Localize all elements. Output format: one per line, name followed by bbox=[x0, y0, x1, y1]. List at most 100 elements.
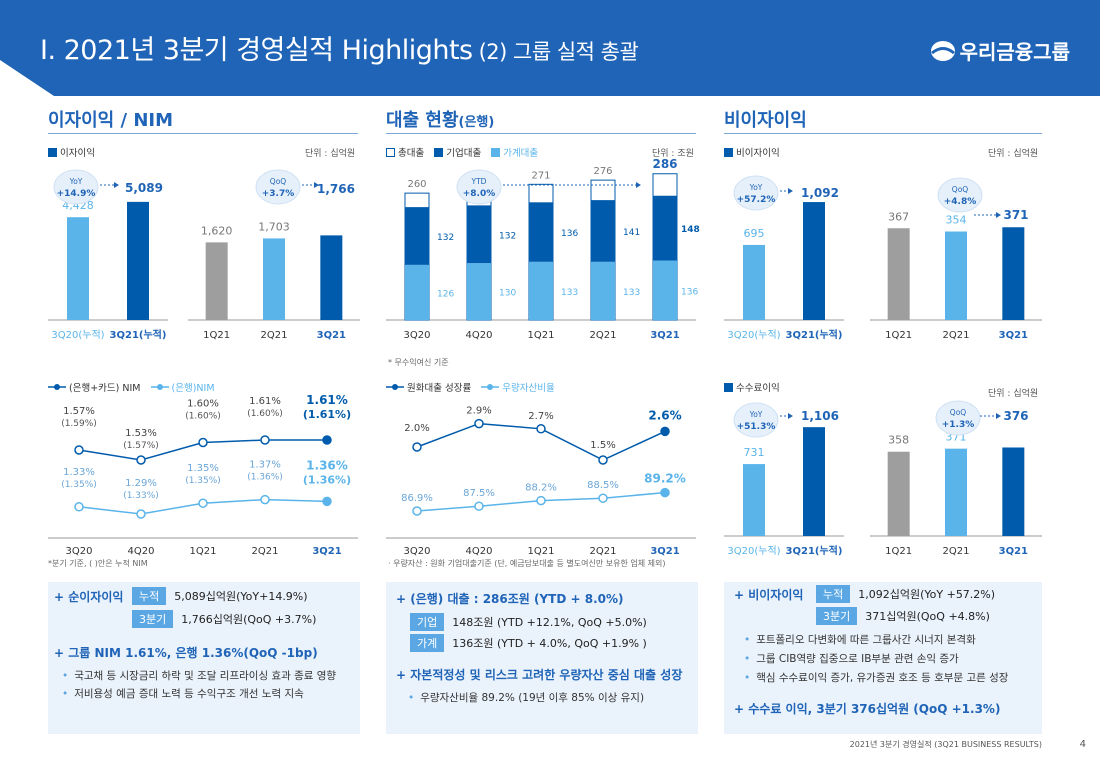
legend-swatch bbox=[386, 148, 395, 157]
qoq-badge bbox=[937, 177, 983, 213]
tick-label: 3Q21 bbox=[999, 330, 1028, 341]
point-label: 87.5% bbox=[463, 488, 495, 499]
tick-label: 1Q21 bbox=[885, 330, 912, 341]
bar-3Q21(누적) bbox=[127, 201, 149, 320]
tick-label: 2Q21 bbox=[252, 546, 279, 557]
summary-loans: + (은행) 대출 : 286조원 (YTD + 8.0%) 기업 148조원 (… bbox=[386, 582, 698, 734]
chart-noninterest-quarterly: 367 1Q21 354 2Q21 3Q21 371 QoQ +4.8% bbox=[870, 177, 1042, 341]
point-sublabel: (1.59%) bbox=[61, 419, 97, 429]
point-0-0 bbox=[74, 445, 84, 455]
qoq-badge-label: QoQ bbox=[270, 177, 286, 186]
bar-3Q20(누적) bbox=[743, 464, 765, 536]
point-0-2 bbox=[198, 437, 208, 448]
ytd-badge-value: +8.0% bbox=[463, 189, 496, 199]
point-label: 2.9% bbox=[466, 406, 491, 417]
point-sublabel: (1.57%) bbox=[123, 441, 159, 451]
point-label: 1.36% bbox=[306, 458, 348, 472]
qoq-badge-value: +3.7% bbox=[262, 189, 295, 199]
bar-3Q21(누적) bbox=[803, 202, 825, 320]
header-corner-cut bbox=[0, 60, 60, 100]
value-label: 731 bbox=[744, 446, 765, 459]
legend-nim: (은행+카드) NIM (은행)NIM bbox=[48, 380, 215, 394]
tick-label: 3Q21 bbox=[999, 546, 1028, 557]
corporate-label: 136 bbox=[561, 229, 578, 239]
qoq-arrow-head bbox=[996, 413, 1001, 419]
point-0-2 bbox=[536, 424, 546, 434]
legend-swatch bbox=[724, 148, 733, 157]
point-sublabel: (1.35%) bbox=[185, 476, 221, 486]
tick-label: 1Q21 bbox=[190, 546, 217, 557]
header-banner: I. 2021년 3분기 경영실적 Highlights (2) 그룹 실적 총괄… bbox=[0, 0, 1100, 96]
page-number: 4 bbox=[1079, 739, 1086, 750]
total-label: 271 bbox=[531, 170, 550, 181]
value-label: 358 bbox=[888, 434, 909, 447]
bar-2Q21 bbox=[945, 231, 967, 320]
tick-label: 3Q21(누적) bbox=[786, 544, 843, 557]
value-label: 354 bbox=[946, 214, 967, 227]
point-label: 2.6% bbox=[648, 408, 681, 422]
summary-interest: + 순이자이익 누적 5,089십억원(YoY+14.9%) 3분기 1,766십억… bbox=[48, 582, 360, 734]
qoq-badge-value: +1.3% bbox=[942, 420, 975, 430]
bar-3Q21 bbox=[1002, 447, 1025, 536]
tick-label: 4Q20 bbox=[466, 330, 493, 341]
legend-growth: 원화대출 성장률 우량자산비율 bbox=[386, 380, 555, 394]
point-1-4 bbox=[660, 487, 670, 498]
bar-2Q21 bbox=[263, 238, 285, 320]
bar-household-2Q21 bbox=[591, 261, 615, 320]
point-sublabel: (1.33%) bbox=[123, 491, 159, 501]
point-sublabel: (1.60%) bbox=[185, 412, 221, 422]
tick-label: 2Q21 bbox=[590, 546, 617, 557]
corporate-label: 132 bbox=[437, 233, 454, 243]
point-0-3 bbox=[598, 455, 608, 465]
brand-logo: 우리금융그룹 bbox=[930, 36, 1070, 65]
bar-household-3Q20 bbox=[405, 264, 429, 320]
yoy-badge-label: YoY bbox=[749, 410, 763, 419]
bar-3Q21 bbox=[1002, 227, 1025, 320]
chart-loans-stacked: 2601321263Q202651321304Q202711361331Q212… bbox=[386, 157, 700, 341]
footer-text: 2021년 3분기 경영실적 (3Q21 BUSINESS RESULTS) bbox=[849, 740, 1042, 749]
legend-line-swatch bbox=[48, 384, 66, 390]
point-label: 88.2% bbox=[525, 483, 557, 494]
legend-interest: 이자이익 bbox=[48, 145, 95, 159]
ytd-badge bbox=[456, 169, 502, 205]
value-label: 371 bbox=[1003, 208, 1028, 222]
point-1-2 bbox=[198, 498, 208, 508]
point-label: 1.60% bbox=[187, 399, 219, 410]
yoy-badge bbox=[53, 169, 99, 205]
point-sublabel: (1.60%) bbox=[247, 409, 283, 419]
legend-noninterest: 비이자이익 bbox=[724, 145, 780, 159]
total-label: 260 bbox=[407, 179, 426, 190]
legend-line-swatch bbox=[481, 384, 500, 390]
qoq-badge bbox=[255, 169, 301, 205]
tick-label: 3Q21 bbox=[317, 330, 346, 341]
value-label: 1,092 bbox=[801, 186, 839, 200]
point-0-1 bbox=[474, 418, 484, 429]
point-label: 2.0% bbox=[404, 423, 429, 434]
yoy-arrow-head bbox=[788, 188, 793, 194]
bar-corporate-1Q21 bbox=[529, 202, 553, 262]
qoq-badge-label: QoQ bbox=[950, 408, 966, 417]
point-label: 1.5% bbox=[590, 440, 615, 451]
legend-swatch bbox=[434, 148, 444, 157]
bar-household-4Q20 bbox=[467, 263, 491, 320]
point-1-4 bbox=[322, 496, 332, 507]
section-title-interest: 이자이익 / NIM bbox=[48, 110, 174, 131]
section-divider bbox=[386, 133, 696, 134]
household-label: 133 bbox=[561, 288, 578, 298]
point-label: 1.29% bbox=[125, 478, 157, 489]
section-divider bbox=[724, 133, 1042, 134]
tick-label: 4Q20 bbox=[466, 546, 493, 557]
legend-loans: 총대출 기업대출 가계대출 bbox=[386, 145, 538, 159]
bar-corporate-3Q21 bbox=[653, 195, 677, 261]
yoy-badge-label: YoY bbox=[749, 183, 763, 192]
bar-1Q21 bbox=[887, 228, 910, 320]
tick-label: 3Q21(누적) bbox=[110, 328, 167, 341]
bar-3Q21 bbox=[320, 235, 343, 320]
point-0-1 bbox=[136, 455, 146, 465]
value-label: 1,703 bbox=[258, 220, 290, 233]
note-growth: · 우량자산 : 원화 기업대출기준 (단, 예금담보대출 등 별도여신만 보유… bbox=[388, 559, 666, 568]
tick-label: 2Q21 bbox=[590, 330, 617, 341]
yoy-badge-value: +51.3% bbox=[737, 422, 776, 432]
legend-swatch bbox=[724, 383, 733, 392]
